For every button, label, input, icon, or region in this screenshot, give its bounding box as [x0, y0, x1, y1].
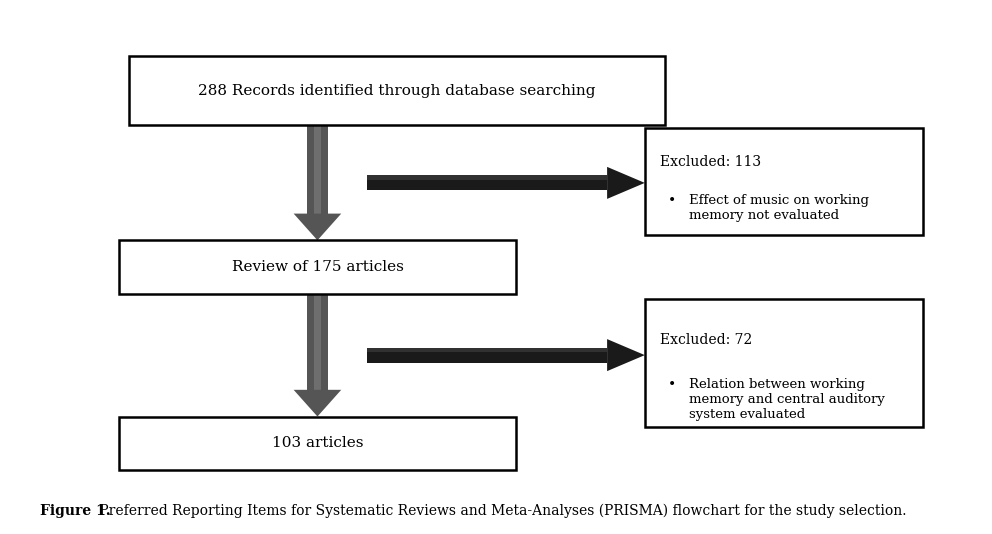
Bar	[313, 294, 321, 390]
Text: Effect of music on working
memory not evaluated: Effect of music on working memory not ev…	[689, 194, 869, 222]
Bar	[367, 175, 607, 191]
Polygon shape	[607, 339, 645, 371]
Text: Preferred Reporting Items for Systematic Reviews and Meta-Analyses (PRISMA) flow: Preferred Reporting Items for Systematic…	[95, 504, 907, 518]
Text: 288 Records identified through database searching: 288 Records identified through database …	[198, 84, 595, 98]
Polygon shape	[294, 390, 341, 417]
Text: •: •	[668, 379, 676, 392]
Polygon shape	[294, 214, 341, 240]
Bar	[313, 125, 321, 214]
Bar	[367, 348, 607, 363]
Bar	[645, 128, 923, 235]
Bar	[367, 348, 607, 352]
Text: Review of 175 articles: Review of 175 articles	[231, 260, 404, 274]
Text: Excluded: 72: Excluded: 72	[660, 333, 752, 347]
Bar	[367, 175, 607, 180]
Bar	[129, 56, 665, 125]
Polygon shape	[607, 167, 645, 199]
Bar	[119, 240, 516, 294]
Text: Figure 1.: Figure 1.	[40, 504, 110, 518]
Bar	[645, 299, 923, 427]
Bar	[307, 294, 328, 390]
Text: Excluded: 113: Excluded: 113	[660, 155, 761, 169]
Text: Relation between working
memory and central auditory
system evaluated: Relation between working memory and cent…	[689, 379, 885, 421]
Text: 103 articles: 103 articles	[272, 436, 363, 450]
Bar	[119, 417, 516, 470]
Bar	[307, 125, 328, 214]
Text: •: •	[668, 194, 676, 208]
